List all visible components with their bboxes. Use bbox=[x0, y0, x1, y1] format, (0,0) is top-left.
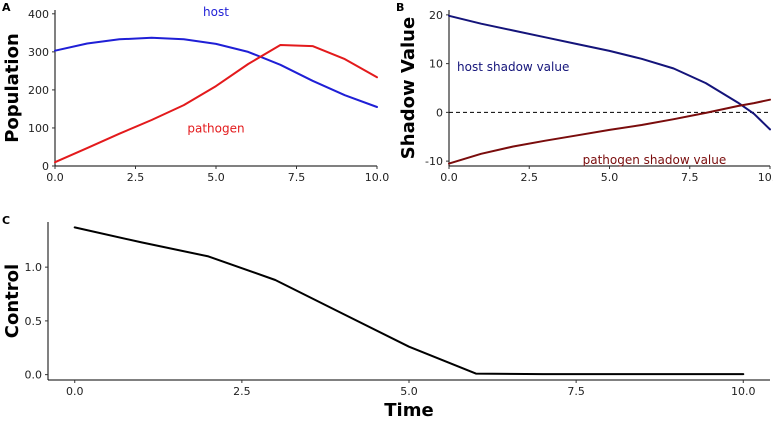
y-tick-label: 1.0 bbox=[25, 261, 43, 274]
x-tick-label: 5.0 bbox=[601, 171, 619, 184]
series-label: pathogen shadow value bbox=[583, 153, 727, 167]
x-tick-label: 0.0 bbox=[66, 385, 84, 398]
panel-a: A 0.0 2.5 5.0 7.5 10.0 0 100 200 300 400 Population… bbox=[2, 1, 389, 184]
x-tick-label: 0.0 bbox=[440, 171, 458, 184]
series-line-pathogen bbox=[54, 44, 378, 164]
series-label: host bbox=[203, 5, 229, 19]
x-tick-label: 10.0 bbox=[731, 385, 756, 398]
series-label: pathogen bbox=[187, 122, 244, 136]
panel-letter: B bbox=[396, 1, 404, 14]
x-tick-label: 7.5 bbox=[288, 171, 306, 184]
x-axis-title: Time bbox=[384, 400, 433, 421]
series-line bbox=[73, 226, 745, 376]
x-tick-label: 7.5 bbox=[567, 385, 585, 398]
x-tick-label: 0.0 bbox=[46, 171, 64, 184]
y-tick-label: 10 bbox=[429, 58, 443, 71]
x-tick-label: 10.0 bbox=[365, 171, 390, 184]
y-tick-label: 0.0 bbox=[25, 369, 43, 382]
y-axis-title: Shadow Value bbox=[398, 17, 419, 159]
series-line-pathogen-shadow-value bbox=[448, 98, 771, 165]
panel-b: B 0.0 2.5 5.0 7.5 10.0 -10 0 10 20 Shadow Value hos… bbox=[396, 1, 773, 184]
y-tick-label: 100 bbox=[28, 122, 49, 135]
series-label: host shadow value bbox=[457, 60, 569, 74]
y-tick-label: -10 bbox=[425, 155, 443, 168]
x-tick-label: 5.0 bbox=[400, 385, 418, 398]
y-tick-label: 0 bbox=[42, 160, 49, 173]
x-tick-label: 2.5 bbox=[233, 385, 251, 398]
x-tick-label: 2.5 bbox=[127, 171, 145, 184]
panel-letter: C bbox=[2, 214, 10, 227]
panel-letter: A bbox=[2, 1, 11, 14]
x-tick-label: 5.0 bbox=[207, 171, 225, 184]
y-tick-label: 20 bbox=[429, 9, 443, 22]
y-axis-title: Control bbox=[2, 264, 23, 338]
x-tick-label: 7.5 bbox=[681, 171, 699, 184]
y-tick-label: 200 bbox=[28, 84, 49, 97]
series-line-host-shadow-value bbox=[448, 14, 771, 131]
y-axis-title: Population bbox=[2, 33, 23, 143]
y-tick-label: 0.5 bbox=[25, 315, 43, 328]
y-tick-label: 0 bbox=[436, 106, 443, 119]
y-tick-label: 400 bbox=[28, 8, 49, 21]
y-tick-label: 300 bbox=[28, 46, 49, 59]
series-line-host bbox=[54, 36, 378, 108]
x-tick-label: 10.0 bbox=[758, 171, 773, 184]
x-tick-label: 2.5 bbox=[521, 171, 539, 184]
